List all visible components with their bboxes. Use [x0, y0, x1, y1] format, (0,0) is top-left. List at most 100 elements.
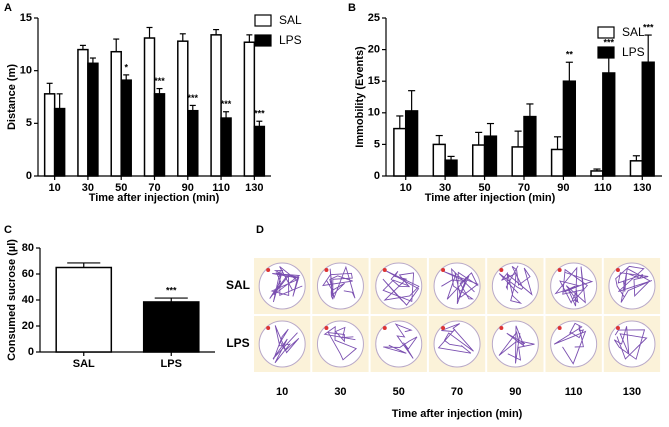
bar — [253, 125, 266, 177]
arena — [258, 320, 306, 368]
panel-letter: A — [4, 2, 12, 14]
y-tick-label: 15 — [368, 75, 380, 87]
column-label: 30 — [334, 386, 346, 398]
y-tick-label: 5 — [374, 138, 380, 150]
column-label: 10 — [276, 386, 288, 398]
bar — [523, 115, 537, 177]
bar — [404, 110, 419, 177]
bar — [53, 107, 66, 177]
x-tick-label: 10 — [400, 182, 412, 194]
trajectory — [383, 323, 418, 359]
x-tick-label: 90 — [557, 182, 569, 194]
trajectory — [613, 326, 648, 360]
x-tick-label: 10 — [49, 182, 61, 194]
y-tick-label: 10 — [20, 65, 32, 77]
column-label: 110 — [565, 386, 583, 398]
bar — [641, 61, 655, 177]
x-tick-label: SAL — [73, 358, 95, 370]
significance: *** — [254, 109, 265, 119]
bar — [471, 144, 486, 177]
bar — [393, 127, 407, 177]
significance: *** — [166, 285, 177, 295]
significance: *** — [604, 38, 615, 48]
x-tick-label: 130 — [633, 182, 651, 194]
x-tick-label: 70 — [148, 182, 160, 194]
arena — [375, 320, 423, 368]
start-dot — [266, 326, 271, 330]
trajectory — [498, 325, 535, 364]
bar — [483, 135, 498, 177]
bar — [142, 301, 200, 353]
x-tick-label: 90 — [182, 182, 194, 194]
arena — [316, 320, 364, 368]
y-tick-label: 0 — [28, 346, 34, 358]
trajectory — [272, 325, 300, 364]
trajectory — [382, 270, 420, 306]
trajectory — [322, 265, 356, 300]
start-dot — [324, 268, 329, 272]
x-tick-label: 30 — [82, 182, 94, 194]
trajectory — [323, 325, 358, 361]
panel-letter: B — [348, 2, 356, 14]
y-tick-label: 0 — [374, 170, 380, 182]
y-tick-label: 20 — [368, 44, 380, 56]
x-tick-label: 50 — [115, 182, 127, 194]
trajectory — [437, 323, 474, 354]
legend-label: SAL — [279, 13, 302, 27]
x-tick-label: 130 — [245, 182, 263, 194]
significance: *** — [643, 22, 654, 32]
arena — [550, 320, 598, 368]
y-tick-label: 10 — [368, 107, 380, 119]
x-tick-label: 70 — [518, 182, 530, 194]
bar — [55, 266, 113, 353]
column-label: 50 — [393, 386, 405, 398]
significance: *** — [188, 93, 199, 103]
start-dot — [557, 268, 562, 272]
legend-swatch — [597, 26, 615, 39]
start-dot — [324, 326, 329, 330]
bar — [629, 160, 644, 177]
arena — [608, 262, 656, 310]
significance: *** — [221, 99, 232, 109]
start-dot — [382, 268, 387, 272]
x-tick-label: 50 — [478, 182, 490, 194]
start-dot — [557, 326, 562, 330]
start-dot — [266, 268, 271, 272]
column-label: 70 — [451, 386, 463, 398]
bar — [153, 93, 166, 177]
bar — [511, 146, 525, 177]
trajectory — [441, 267, 479, 305]
column-label: 90 — [509, 386, 521, 398]
arena — [433, 320, 481, 368]
bar — [87, 62, 99, 177]
y-tick-label: 60 — [22, 268, 34, 280]
bar — [177, 40, 189, 177]
x-axis-label: Time after injection (min) — [392, 408, 523, 420]
significance: *** — [154, 76, 165, 86]
bar — [590, 170, 604, 177]
trajectory — [498, 265, 533, 304]
y-tick-label: 80 — [22, 242, 34, 254]
bar — [432, 143, 446, 177]
y-axis-label: Consumed sucrose (µl) — [6, 239, 18, 361]
arena — [608, 320, 656, 368]
y-tick-label: 20 — [22, 320, 34, 332]
start-dot — [615, 326, 620, 330]
column-label: 130 — [623, 386, 641, 398]
bar — [550, 148, 565, 177]
y-tick-label: 40 — [22, 294, 34, 306]
bar — [210, 34, 222, 177]
trajectory — [269, 266, 303, 303]
x-tick-label: 110 — [594, 182, 612, 194]
x-tick-label: 110 — [212, 182, 230, 194]
start-dot — [499, 268, 504, 272]
legend-label: LPS — [622, 45, 645, 59]
bar — [243, 41, 256, 177]
x-axis-label: Time after injection (min) — [89, 192, 220, 204]
row-label: SAL — [226, 278, 250, 292]
significance: * — [124, 62, 128, 72]
start-dot — [441, 268, 446, 272]
panel-letter: C — [4, 224, 12, 236]
legend-label: LPS — [279, 33, 302, 47]
